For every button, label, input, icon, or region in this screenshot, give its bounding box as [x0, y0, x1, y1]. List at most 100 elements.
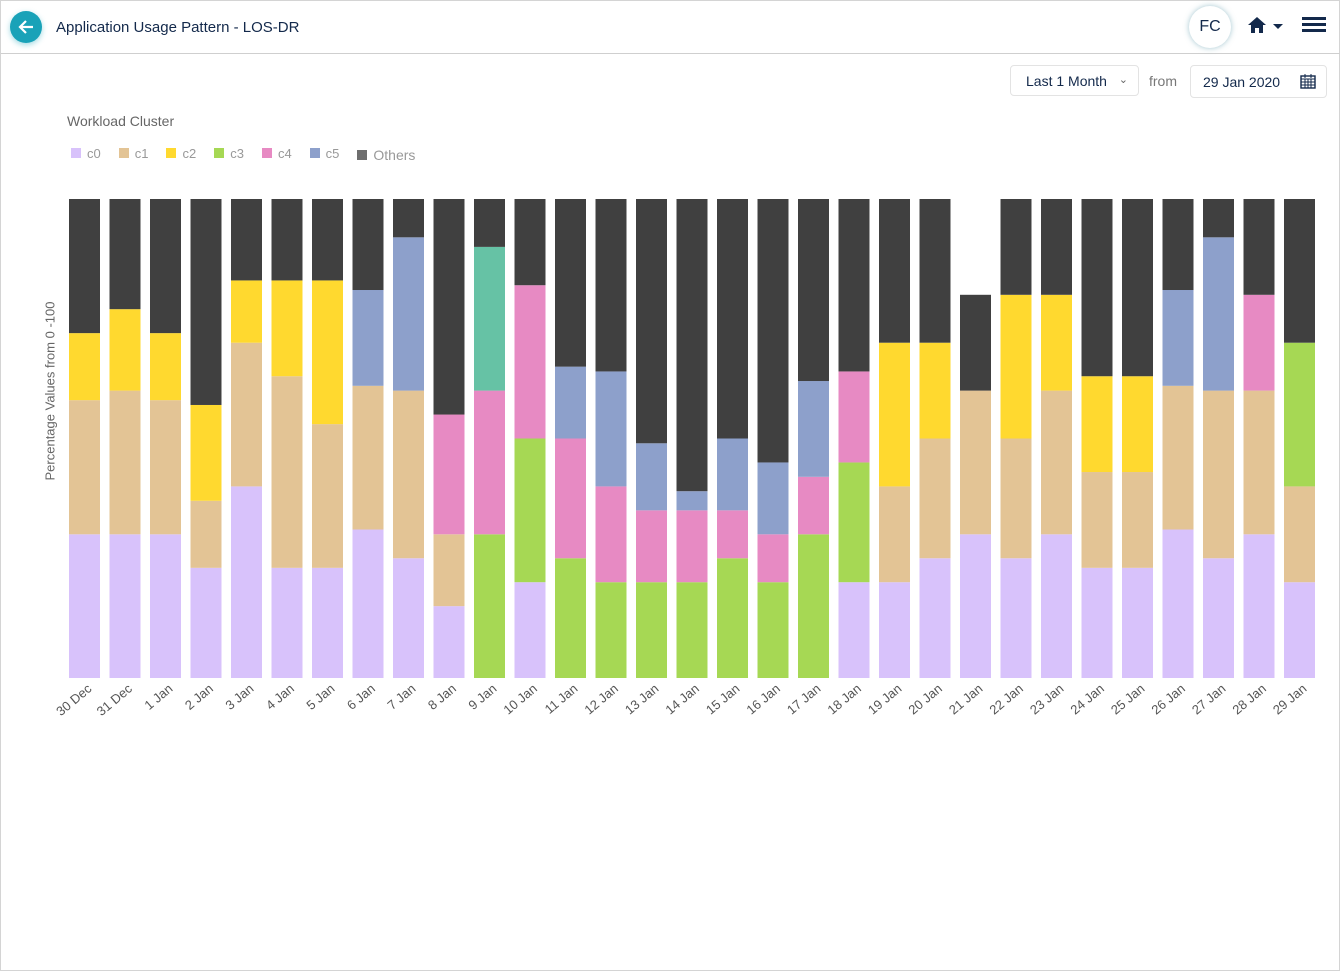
bar-segment-others[interactable]: [271, 199, 303, 281]
bar-segment-c0[interactable]: [433, 606, 465, 678]
bar-segment-others[interactable]: [1041, 199, 1072, 295]
legend-item-c0[interactable]: c0: [71, 143, 101, 163]
bar-segment-others[interactable]: [757, 199, 789, 463]
bar-segment-c3[interactable]: [676, 582, 708, 678]
bar-segment-c0[interactable]: [312, 567, 343, 678]
bar-segment-c0[interactable]: [1081, 567, 1113, 678]
bar-segment-c0[interactable]: [271, 567, 303, 678]
bar-segment-c1[interactable]: [271, 376, 303, 568]
home-menu-button[interactable]: [1247, 16, 1287, 41]
bar-segment-c0[interactable]: [960, 534, 991, 678]
bar-segment-others[interactable]: [69, 199, 100, 334]
bar-segment-others[interactable]: [1243, 199, 1275, 295]
bar-segment-c5[interactable]: [1162, 290, 1194, 386]
bar-segment-c1[interactable]: [109, 390, 141, 535]
bar-segment-c1[interactable]: [1203, 390, 1234, 559]
bar-segment-c3[interactable]: [717, 558, 748, 678]
bar-segment-others[interactable]: [595, 199, 627, 372]
bar-segment-c3[interactable]: [838, 462, 870, 583]
bar-segment-c4[interactable]: [838, 371, 870, 463]
bar-segment-c1[interactable]: [1284, 486, 1315, 583]
bar-segment-c2[interactable]: [69, 333, 100, 401]
bar-segment-c4[interactable]: [595, 486, 627, 583]
bar-segment-c2[interactable]: [312, 280, 343, 425]
bar-segment-c0[interactable]: [838, 582, 870, 678]
bar-segment-c2[interactable]: [109, 309, 141, 391]
back-button[interactable]: [10, 11, 42, 43]
legend-item-c4[interactable]: c4: [261, 143, 292, 163]
bar-segment-c4[interactable]: [474, 390, 505, 535]
bar-segment-c1[interactable]: [1122, 472, 1153, 568]
legend-item-c1[interactable]: c1: [118, 143, 148, 163]
bar-segment-c0[interactable]: [109, 534, 141, 678]
bar-segment-c1[interactable]: [1000, 438, 1032, 559]
bar-segment-c3[interactable]: [474, 534, 505, 678]
bar-segment-c0[interactable]: [69, 534, 100, 678]
bar-segment-c1[interactable]: [190, 500, 222, 568]
bar-segment-c0[interactable]: [393, 558, 424, 678]
bar-segment-c2[interactable]: [231, 280, 262, 343]
bar-segment-others[interactable]: [433, 199, 465, 415]
bar-segment-c0[interactable]: [879, 582, 910, 678]
bar-segment-others[interactable]: [312, 199, 343, 281]
bar-segment-others[interactable]: [1081, 199, 1113, 377]
bar-segment-c0[interactable]: [352, 529, 384, 678]
bar-segment-c2[interactable]: [1041, 294, 1072, 391]
bar-segment-c4[interactable]: [676, 510, 708, 583]
bar-segment-c5[interactable]: [352, 290, 384, 386]
bar-segment-c1[interactable]: [150, 400, 181, 535]
bar-segment-others[interactable]: [393, 199, 424, 238]
bar-segment-c3[interactable]: [595, 582, 627, 678]
bar-segment-others[interactable]: [231, 199, 262, 281]
bar-segment-others[interactable]: [1122, 199, 1153, 377]
bar-segment-c1[interactable]: [69, 400, 100, 535]
bar-segment-unlabeled[interactable]: [474, 246, 505, 391]
legend-item-c5[interactable]: c5: [309, 143, 339, 163]
bar-segment-c2[interactable]: [190, 404, 222, 501]
bar-segment-c0[interactable]: [231, 486, 262, 678]
bar-segment-c4[interactable]: [636, 510, 667, 583]
bar-segment-c1[interactable]: [960, 390, 991, 535]
bar-segment-others[interactable]: [636, 199, 667, 444]
bar-segment-c0[interactable]: [1203, 558, 1234, 678]
bar-segment-others[interactable]: [798, 199, 829, 382]
bar-segment-c2[interactable]: [271, 280, 303, 377]
bar-segment-c0[interactable]: [1041, 534, 1072, 678]
bar-segment-c5[interactable]: [595, 371, 627, 487]
bar-segment-others[interactable]: [919, 199, 951, 343]
bar-segment-c1[interactable]: [1243, 390, 1275, 535]
bar-segment-c3[interactable]: [1284, 342, 1315, 487]
bar-segment-c5[interactable]: [798, 381, 829, 477]
bar-segment-c5[interactable]: [757, 462, 789, 535]
bar-segment-c0[interactable]: [1284, 582, 1315, 678]
bar-segment-c2[interactable]: [150, 333, 181, 401]
bar-segment-c4[interactable]: [514, 285, 546, 439]
bar-segment-others[interactable]: [514, 199, 546, 286]
bar-segment-c0[interactable]: [190, 567, 222, 678]
bar-segment-c2[interactable]: [1000, 294, 1032, 439]
bar-segment-others[interactable]: [150, 199, 181, 334]
bar-segment-c2[interactable]: [879, 342, 910, 487]
bar-segment-c1[interactable]: [1162, 385, 1194, 530]
bar-segment-c0[interactable]: [514, 582, 546, 678]
bar-segment-others[interactable]: [1162, 199, 1194, 291]
bar-segment-others[interactable]: [474, 199, 505, 247]
bar-segment-c4[interactable]: [1243, 294, 1275, 391]
bar-segment-c5[interactable]: [393, 237, 424, 391]
bar-segment-c0[interactable]: [1122, 567, 1153, 678]
bar-segment-others[interactable]: [717, 199, 748, 439]
bar-segment-c0[interactable]: [1243, 534, 1275, 678]
bar-segment-c2[interactable]: [1122, 376, 1153, 473]
bar-segment-others[interactable]: [1203, 199, 1234, 238]
bar-segment-c3[interactable]: [555, 558, 586, 678]
user-avatar[interactable]: FC: [1189, 6, 1231, 48]
bar-segment-c3[interactable]: [757, 582, 789, 678]
bar-segment-c3[interactable]: [514, 438, 546, 583]
bar-segment-others[interactable]: [1284, 199, 1315, 343]
bar-segment-c2[interactable]: [919, 342, 951, 439]
bar-segment-c0[interactable]: [1162, 529, 1194, 678]
bar-segment-others[interactable]: [555, 199, 586, 367]
time-range-select[interactable]: Last 1 Month ⌄: [1010, 65, 1139, 96]
bar-segment-c4[interactable]: [433, 414, 465, 535]
bar-segment-c5[interactable]: [717, 438, 748, 511]
